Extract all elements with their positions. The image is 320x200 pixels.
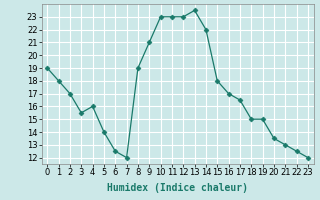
X-axis label: Humidex (Indice chaleur): Humidex (Indice chaleur)	[107, 183, 248, 193]
